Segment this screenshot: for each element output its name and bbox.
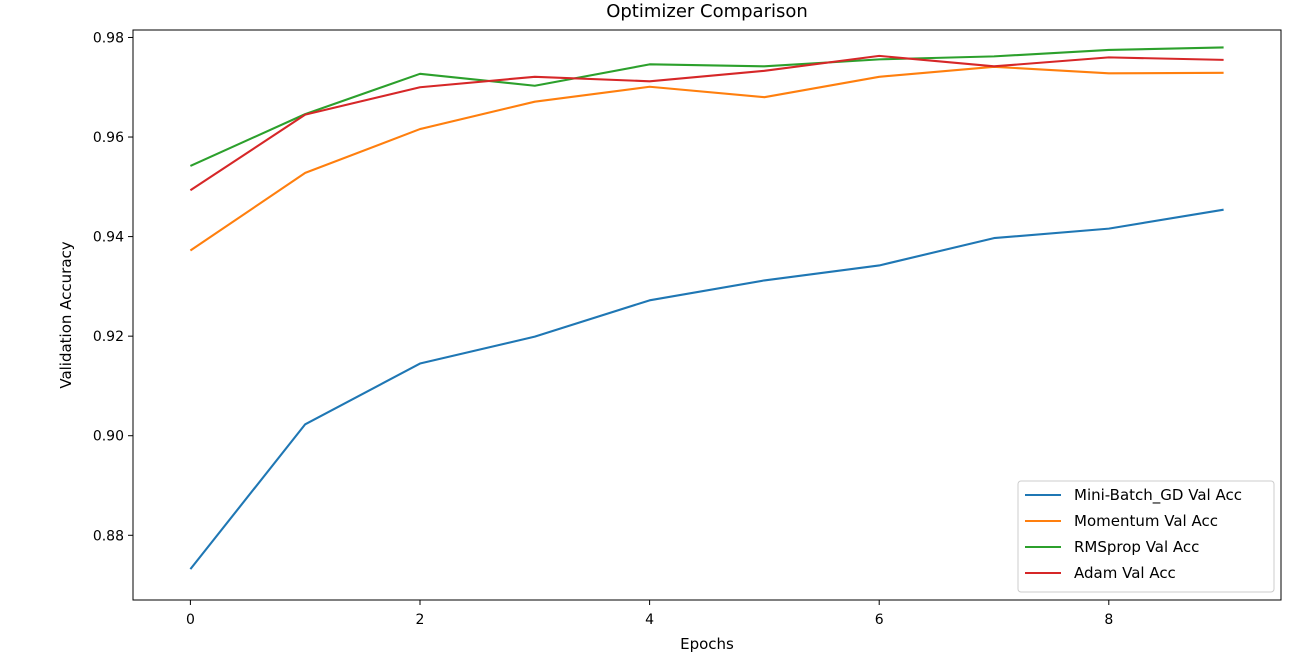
x-tick-label: 4 [645, 612, 654, 628]
y-tick-label: 0.90 [93, 429, 124, 445]
x-tick-label: 2 [416, 612, 425, 628]
y-tick-label: 0.94 [93, 230, 124, 246]
legend-item: Mini-Batch_GD Val Acc [1025, 486, 1242, 505]
plot-frame [132, 29, 1282, 601]
series-line-2 [189, 46, 1224, 167]
plot-area [132, 29, 1282, 601]
x-tick-label: 0 [186, 612, 195, 628]
legend-box [1017, 480, 1275, 593]
legend-label: Momentum Val Acc [1074, 512, 1218, 530]
y-axis-ticks: 0.88 0.90 0.92 0.94 0.96 0.98 [93, 30, 133, 544]
chart-title: Optimizer Comparison [606, 1, 808, 22]
x-axis-label: Epochs [680, 635, 734, 653]
x-tick-label: 6 [875, 612, 884, 628]
y-tick-label: 0.98 [93, 30, 124, 46]
series-line-1 [189, 65, 1224, 252]
y-tick-label: 0.88 [93, 528, 124, 544]
y-tick-label: 0.92 [93, 329, 124, 345]
x-axis-ticks: 0 2 4 6 8 [186, 600, 1113, 628]
legend-item: Momentum Val Acc [1025, 512, 1218, 530]
series-lines [189, 46, 1224, 570]
y-axis-label: Validation Accuracy [57, 241, 75, 388]
series-line-3 [189, 54, 1224, 192]
x-tick-label: 8 [1104, 612, 1113, 628]
legend-label: Adam Val Acc [1074, 564, 1176, 582]
series-line-0 [189, 208, 1224, 570]
legend: Mini-Batch_GD Val Acc Momentum Val Acc RMS… [1017, 480, 1275, 593]
y-tick-label: 0.96 [93, 130, 124, 146]
legend-item: RMSprop Val Acc [1025, 538, 1199, 556]
legend-item: Adam Val Acc [1025, 564, 1176, 582]
legend-label: RMSprop Val Acc [1074, 538, 1199, 556]
legend-label: Mini-Batch_GD Val Acc [1074, 486, 1242, 505]
